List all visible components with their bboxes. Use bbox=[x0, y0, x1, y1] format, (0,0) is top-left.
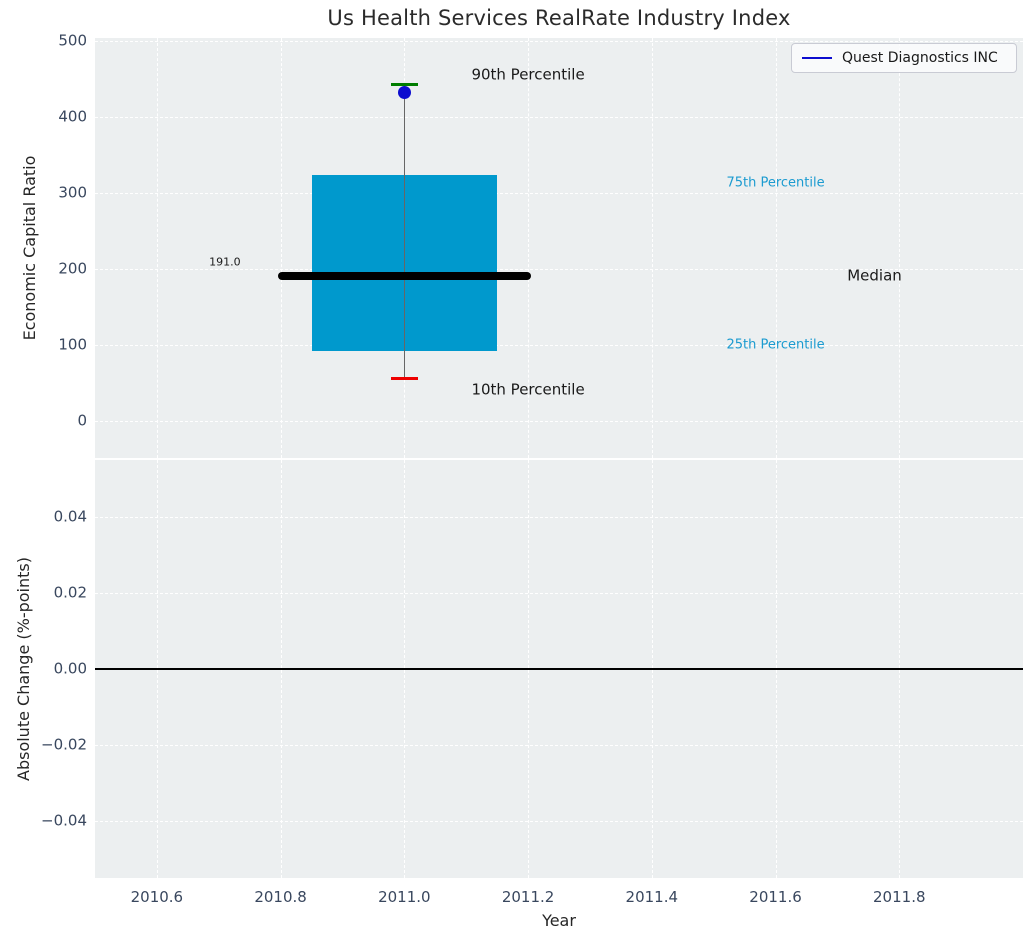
gridline-y bbox=[95, 421, 1023, 423]
gridline-y bbox=[95, 745, 1023, 746]
y-tick-label: 500 bbox=[58, 31, 87, 50]
cap-90th bbox=[390, 82, 418, 86]
company-point-marker bbox=[397, 85, 411, 99]
gridline-x bbox=[651, 38, 653, 458]
y-tick-label: 400 bbox=[58, 107, 87, 126]
x-tick-label: 2011.4 bbox=[625, 888, 679, 906]
x-tick-label: 2010.8 bbox=[254, 888, 307, 906]
legend-line-sample bbox=[802, 57, 832, 59]
chart-title: Us Health Services RealRate Industry Ind… bbox=[327, 6, 791, 30]
x-tick-label: 2011.2 bbox=[501, 888, 555, 906]
gridline-y bbox=[95, 269, 1023, 271]
y-tick-label: 0.04 bbox=[53, 507, 87, 526]
gridline-y bbox=[95, 593, 1023, 594]
zero-line bbox=[95, 668, 1023, 670]
y-tick-label: −0.02 bbox=[41, 735, 87, 754]
gridline-y bbox=[95, 345, 1023, 347]
gridline-y bbox=[95, 517, 1023, 518]
cap-10th bbox=[390, 377, 418, 381]
legend: Quest Diagnostics INC bbox=[791, 43, 1017, 73]
gridline-y bbox=[95, 41, 1023, 43]
median-line bbox=[277, 272, 532, 281]
annotation-median-value: 191.0 bbox=[209, 255, 241, 269]
annotation-p75-label: 75th Percentile bbox=[726, 175, 825, 191]
legend-label: Quest Diagnostics INC bbox=[842, 50, 998, 66]
gridline-y bbox=[95, 821, 1023, 822]
gridline-y bbox=[95, 193, 1023, 195]
gridline-x bbox=[280, 38, 282, 458]
x-tick-label: 2011.8 bbox=[873, 888, 926, 906]
y-tick-label: 0.00 bbox=[53, 659, 87, 678]
gridline-x bbox=[156, 38, 158, 458]
gridline-x bbox=[528, 38, 530, 458]
y-tick-label: 0.02 bbox=[53, 583, 87, 602]
x-tick-label: 2011.6 bbox=[749, 888, 802, 906]
x-tick-label: 2011.0 bbox=[378, 888, 431, 906]
whisker-line bbox=[403, 84, 406, 379]
annotation-p10-label: 10th Percentile bbox=[471, 380, 585, 399]
gridline-x bbox=[899, 38, 901, 458]
gridline-x bbox=[775, 38, 777, 458]
y-tick-label: 0 bbox=[77, 411, 87, 430]
gridline-y bbox=[95, 117, 1023, 119]
bottom-plot-area bbox=[95, 460, 1023, 878]
annotation-median-label: Median bbox=[847, 266, 902, 285]
y-axis-label-top: Economic Capital Ratio bbox=[20, 155, 39, 341]
y-tick-label: 100 bbox=[58, 335, 87, 354]
annotation-p90-label: 90th Percentile bbox=[471, 65, 585, 84]
y-tick-label: 200 bbox=[58, 259, 87, 278]
top-plot-area: 90th Percentile 10th Percentile 75th Perce… bbox=[95, 38, 1023, 458]
y-tick-label: −0.04 bbox=[41, 811, 87, 830]
y-tick-label: 300 bbox=[58, 183, 87, 202]
x-axis-label: Year bbox=[542, 911, 576, 930]
x-tick-label: 2010.6 bbox=[130, 888, 184, 906]
annotation-p25-label: 25th Percentile bbox=[726, 337, 825, 353]
